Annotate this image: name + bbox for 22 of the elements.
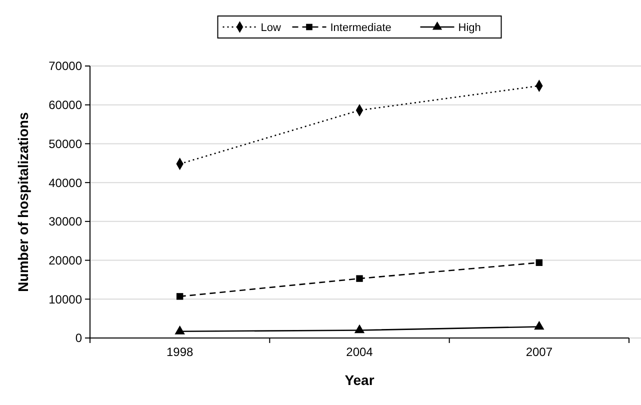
y-tick-label: 0 — [75, 331, 82, 346]
y-tick-label: 60000 — [48, 98, 82, 112]
point — [176, 293, 184, 300]
legend-label: Intermediate — [330, 22, 392, 34]
y-tick-label: 40000 — [48, 176, 82, 190]
y-tick-label: 20000 — [48, 253, 82, 268]
x-axis-title: Year — [344, 372, 375, 388]
legend-label: High — [458, 22, 481, 34]
legend-label: Low — [260, 22, 281, 34]
point — [174, 326, 185, 334]
x-tick-label: 1998 — [166, 345, 194, 359]
y-axis-title: Number of hospitalizations — [15, 112, 31, 292]
y-tick-label: 70000 — [48, 59, 82, 74]
point — [536, 259, 543, 266]
point — [356, 275, 363, 282]
y-tick-label: 50000 — [48, 136, 82, 151]
x-tick-label: 2004 — [346, 345, 374, 359]
y-tick-label: 30000 — [48, 214, 82, 229]
point — [534, 320, 544, 330]
y-tick-label: 10000 — [48, 292, 82, 306]
x-tick-label: 2007 — [526, 345, 553, 359]
point — [354, 324, 365, 334]
